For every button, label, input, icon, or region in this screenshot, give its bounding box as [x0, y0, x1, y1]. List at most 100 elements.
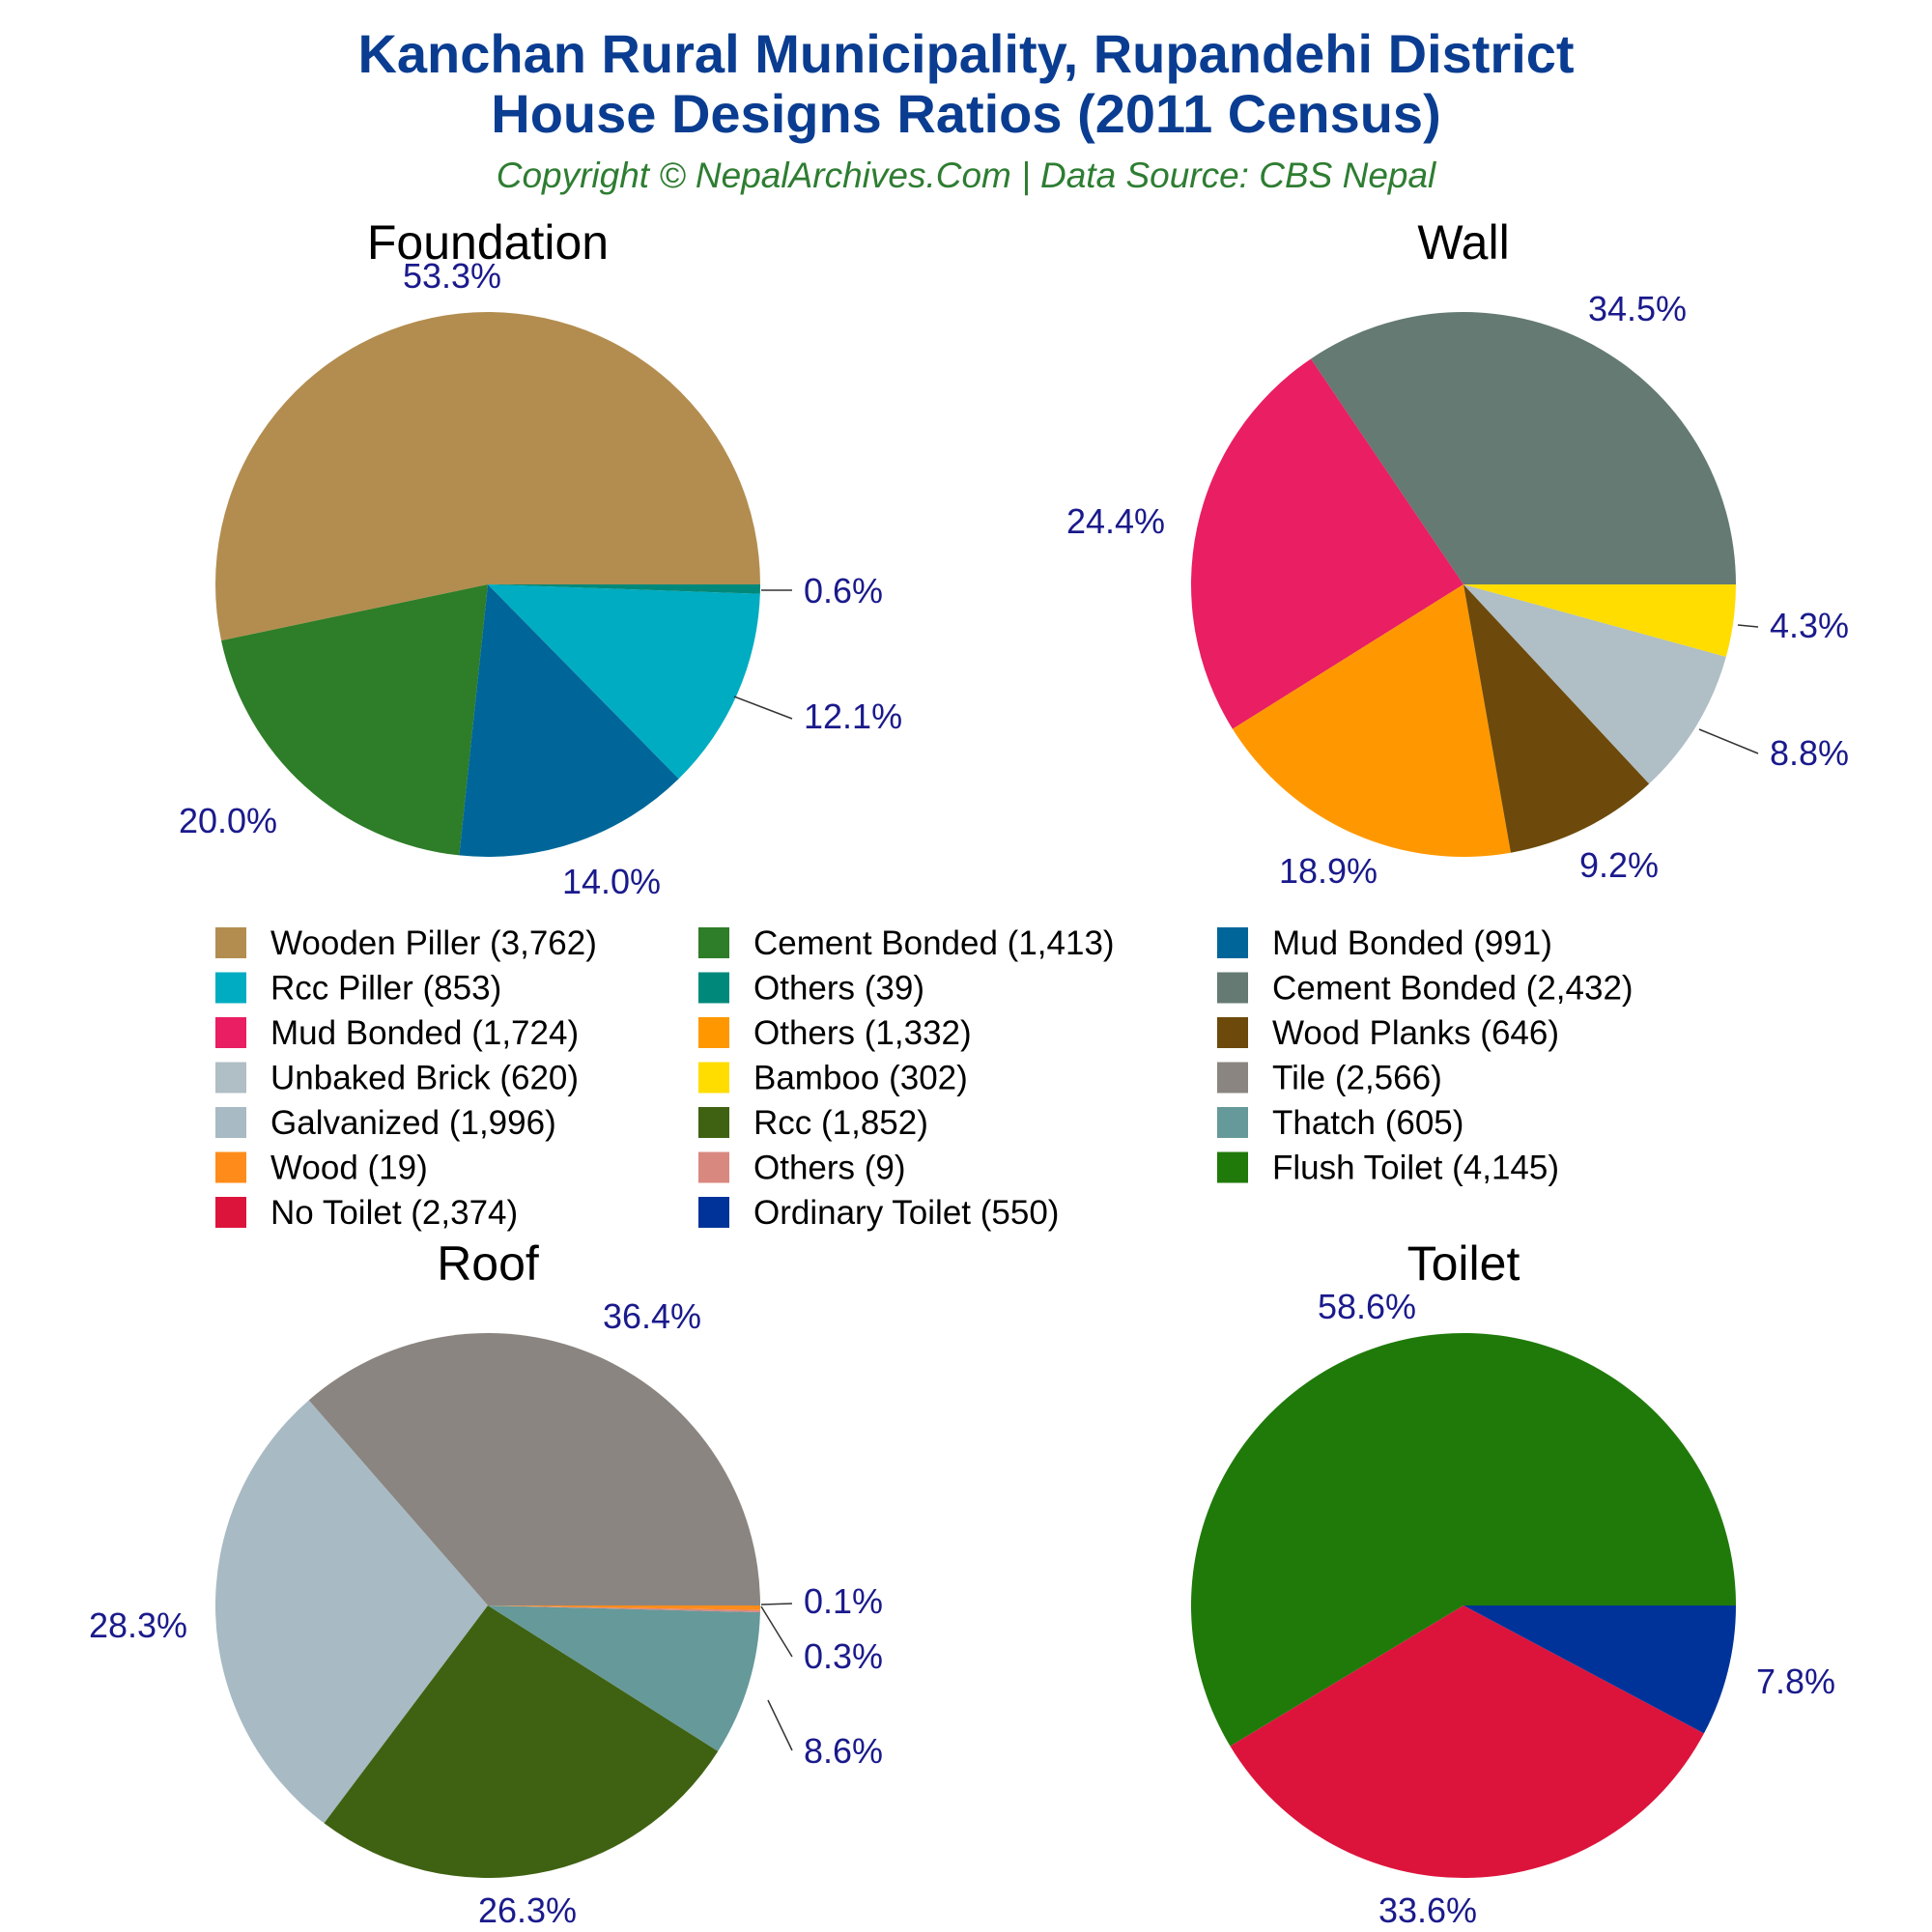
legend-swatch [1217, 1017, 1248, 1048]
legend-swatch [698, 1062, 729, 1094]
legend-swatch [698, 1197, 729, 1228]
legend-label: Wooden Piller (3,762) [270, 924, 597, 962]
foundation-pct-label: 53.3% [403, 256, 501, 296]
wall-leader-line [1737, 624, 1759, 628]
legend-item: Galvanized (1,996) [215, 1104, 556, 1142]
wall-pct-label: 34.5% [1588, 289, 1687, 328]
legend-label: Cement Bonded (1,413) [753, 924, 1115, 962]
roof-pct-label: 36.4% [603, 1296, 701, 1336]
legend-swatch [1217, 1107, 1248, 1138]
foundation-slice-others [488, 584, 760, 594]
legend-label: Ordinary Toilet (550) [753, 1194, 1059, 1232]
wall-pct-label: 8.8% [1770, 733, 1849, 773]
legend-label: Others (9) [753, 1150, 906, 1187]
legend-swatch [698, 1151, 729, 1183]
roof-pct-label: 8.6% [804, 1731, 883, 1771]
foundation-pct-label: 0.6% [804, 571, 883, 611]
wall-slice-cement-bonded [1310, 312, 1736, 584]
toilet-slice-flush-toilet [1190, 1332, 1736, 1747]
legend-swatch [698, 1107, 729, 1138]
toilet-pct-label: 58.6% [1318, 1287, 1416, 1326]
roof-pct-label: 28.3% [89, 1605, 187, 1645]
legend-label: Thatch (605) [1272, 1104, 1463, 1142]
legend-swatch [1217, 972, 1248, 1004]
legend-label: Unbaked Brick (620) [270, 1060, 579, 1097]
foundation-pct-label: 12.1% [804, 696, 902, 736]
foundation-leader-line [733, 696, 793, 720]
roof-slice-wood [488, 1605, 760, 1610]
legend-label: Rcc Piller (853) [270, 970, 501, 1008]
legend-label: Others (39) [753, 970, 924, 1008]
legend-item: Mud Bonded (1,724) [215, 1014, 579, 1052]
foundation-pct-label: 14.0% [562, 862, 661, 901]
roof-pie-title: Roof [437, 1236, 539, 1291]
toilet-pie-title: Toilet [1407, 1236, 1520, 1291]
roof-slice-thatch [488, 1605, 760, 1751]
legend-item: Others (1,332) [698, 1014, 972, 1052]
legend-item: Wood Planks (646) [1217, 1014, 1559, 1052]
legend-swatch [1217, 1151, 1248, 1183]
toilet-slice-ordinary-toilet [1463, 1605, 1736, 1734]
legend-label: Mud Bonded (991) [1272, 924, 1552, 962]
legend-swatch [215, 1151, 246, 1183]
wall-pct-label: 24.4% [1066, 501, 1165, 541]
legend-swatch [215, 1197, 246, 1228]
legend-label: Bamboo (302) [753, 1060, 968, 1097]
wall-pie-title: Wall [1417, 215, 1509, 270]
legend-label: Mud Bonded (1,724) [270, 1014, 579, 1052]
legend-item: Ordinary Toilet (550) [698, 1194, 1059, 1232]
legend-label: Tile (2,566) [1272, 1060, 1442, 1097]
legend-item: Wooden Piller (3,762) [215, 924, 597, 962]
chart-subtitle: Copyright © NepalArchives.Com | Data Sou… [497, 156, 1437, 195]
roof-pct-label: 0.3% [804, 1636, 883, 1676]
roof-pct-label: 26.3% [478, 1890, 577, 1930]
legend-item: Mud Bonded (991) [1217, 924, 1552, 962]
foundation-pie-title: Foundation [367, 215, 609, 270]
legend-item: Others (9) [698, 1150, 906, 1187]
legend-swatch [1217, 927, 1248, 958]
legend-item: Tile (2,566) [1217, 1060, 1442, 1097]
legend-item: Flush Toilet (4,145) [1217, 1150, 1559, 1187]
chart-title-line1: Kanchan Rural Municipality, Rupandehi Di… [357, 23, 1574, 84]
legend-item: No Toilet (2,374) [215, 1194, 518, 1232]
legend: Wooden Piller (3,762) Cement Bonded (1,41… [215, 924, 1634, 1232]
wall-slice-mud-bonded [1191, 358, 1463, 729]
wall-pct-label: 9.2% [1579, 845, 1659, 885]
foundation-slice-rcc-piller [488, 584, 760, 780]
foundation-slice-wooden-piller [214, 312, 761, 641]
legend-swatch [1217, 1062, 1248, 1094]
legend-label: Wood (19) [270, 1150, 428, 1187]
roof-leader-line [760, 1605, 793, 1658]
legend-label: Flush Toilet (4,145) [1272, 1150, 1559, 1187]
legend-label: Wood Planks (646) [1272, 1014, 1559, 1052]
chart-title-line2: House Designs Ratios (2011 Census) [491, 83, 1440, 144]
legend-item: Others (39) [698, 970, 924, 1008]
roof-slice-tile [308, 1332, 760, 1605]
legend-swatch [698, 972, 729, 1004]
wall-pie: Wall 34.5% 24.4% 18.9% 9.2% 8.8% 4.3% [1066, 215, 1849, 891]
legend-label: Cement Bonded (2,432) [1272, 970, 1634, 1008]
legend-label: No Toilet (2,374) [270, 1194, 518, 1232]
roof-slice-galvanized [214, 1400, 489, 1824]
legend-label: Others (1,332) [753, 1014, 972, 1052]
foundation-pct-label: 20.0% [179, 801, 277, 840]
legend-item: Unbaked Brick (620) [215, 1060, 579, 1097]
legend-swatch [215, 1062, 246, 1094]
roof-pie: Roof 36.4% 28.3% 26.3% 8.6% 0.1% 0.3% [89, 1236, 883, 1930]
legend-swatch [698, 1017, 729, 1048]
wall-slice-others [1232, 584, 1511, 858]
legend-label: Rcc (1,852) [753, 1104, 928, 1142]
toilet-pct-label: 7.8% [1756, 1662, 1835, 1701]
roof-pct-label: 0.1% [804, 1581, 883, 1621]
wall-pct-label: 18.9% [1279, 851, 1378, 891]
legend-label: Galvanized (1,996) [270, 1104, 556, 1142]
roof-slice-rcc [324, 1605, 719, 1879]
legend-swatch [215, 972, 246, 1004]
wall-slice-unbaked-brick [1463, 584, 1726, 784]
legend-item: Rcc (1,852) [698, 1104, 928, 1142]
wall-leader-line [1698, 728, 1759, 754]
legend-swatch [215, 1017, 246, 1048]
